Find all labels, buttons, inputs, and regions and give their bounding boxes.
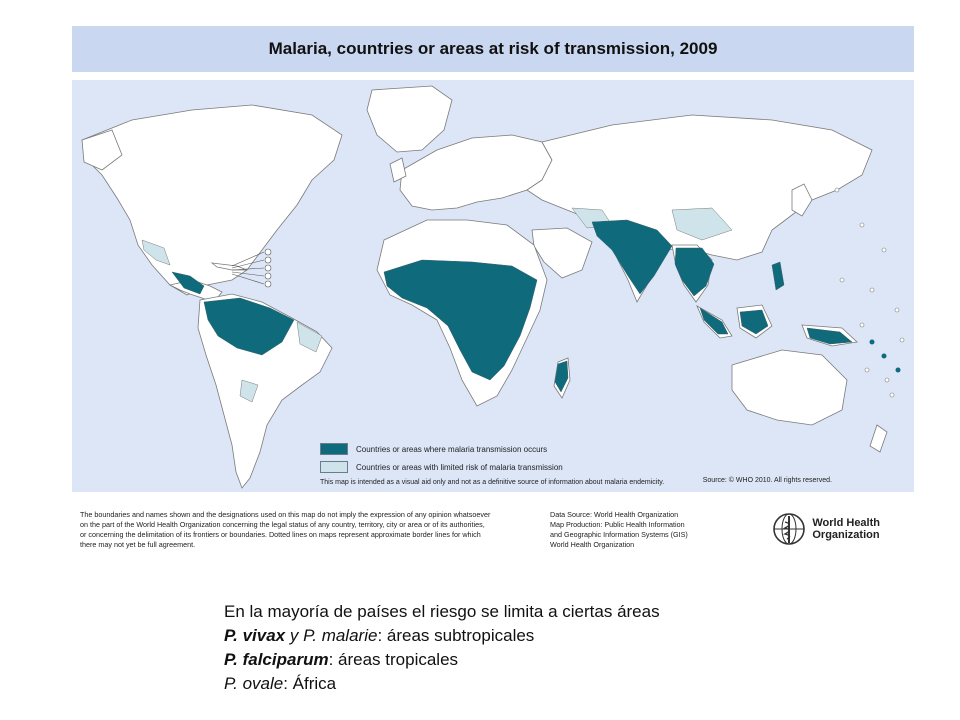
limited-mexico [141,239,171,266]
world-map-graphic [81,85,905,489]
caption-connector: y [285,626,304,645]
limited-risk-swatch [320,461,348,473]
map-source: Source: © WHO 2010. All rights reserved. [702,477,832,484]
transmission-swatch [320,443,348,455]
limited-south-america [296,321,323,353]
north-america [81,104,343,296]
limited-argentina [239,379,259,403]
alaska [81,129,123,171]
legend-label: Countries or areas with limited risk of … [356,462,563,472]
who-logo: World Health Organization [772,512,880,546]
risk-new-guinea [806,327,853,345]
caption-text: : áreas tropicales [328,650,459,669]
credit-line: Map Production: Public Health Informatio… [550,520,685,529]
disclaimer-line: or concerning the delimitation of its fr… [80,530,481,539]
risk-philippines [771,261,785,291]
risk-central-america [171,271,205,295]
species-vivax: P. vivax [224,626,286,645]
risk-madagascar [554,360,569,393]
new-zealand [869,424,888,453]
risk-south-asia [591,219,673,295]
credits: Data Source: World Health Organization M… [550,510,750,550]
species-falciparum: P. falciparum [224,650,329,669]
map-footer: The boundaries and names shown and the d… [72,496,914,566]
slide-caption: En la mayoría de países el riesgo se lim… [224,600,660,696]
limited-china [671,207,733,241]
legend-item: Countries or areas with limited risk of … [320,458,664,476]
legend-label: Countries or areas where malaria transmi… [356,444,548,454]
risk-sumatra [699,307,729,335]
caribbean-callouts [231,248,272,288]
caption-text: : África [283,674,337,693]
pacific-risk-islands [869,339,901,373]
australia [731,349,848,426]
caption-line-1: En la mayoría de países el riesgo se lim… [224,602,660,621]
disclaimer-line: on the part of the World Health Organiza… [80,520,485,529]
pacific-islands [834,187,905,398]
legend-item: Countries or areas where malaria transmi… [320,440,664,458]
transmission-areas [171,219,853,393]
legend-note: This map is intended as a visual aid onl… [320,479,665,486]
species-malarie: P. malarie [303,626,378,645]
uk [389,157,407,183]
caption-line-4: P. ovale: África [224,672,660,696]
who-name-line: Organization [812,529,880,541]
credit-line: World Health Organization [550,540,635,549]
caption-text: : áreas subtropicales [377,626,535,645]
map-title-bar: Malaria, countries or areas at risk of t… [72,26,914,72]
japan [791,183,813,217]
caption-line-3: P. falciparum: áreas tropicales [224,648,660,672]
map-title: Malaria, countries or areas at risk of t… [268,39,718,58]
map-legend: Countries or areas where malaria transmi… [320,440,664,486]
disclaimer-line: The boundaries and names shown and the d… [80,510,491,519]
risk-amazon [203,297,295,356]
caption-line-2: P. vivax y P. malarie: áreas subtropical… [224,624,660,648]
who-name: World Health Organization [812,517,880,541]
risk-southeast-asia [674,247,715,297]
greenland [366,85,453,153]
world-map: Countries or areas where malaria transmi… [72,80,914,492]
credit-line: Data Source: World Health Organization [550,510,679,519]
disclaimer-line: there may not yet be full agreement. [80,540,196,549]
who-emblem-icon [773,513,806,545]
credit-line: and Geographic Information Systems (GIS) [550,530,688,539]
disclaimer: The boundaries and names shown and the d… [80,510,520,550]
who-name-line: World Health [812,517,880,529]
risk-borneo [739,309,769,335]
risk-africa [383,259,538,381]
species-ovale: P. ovale [224,674,284,693]
